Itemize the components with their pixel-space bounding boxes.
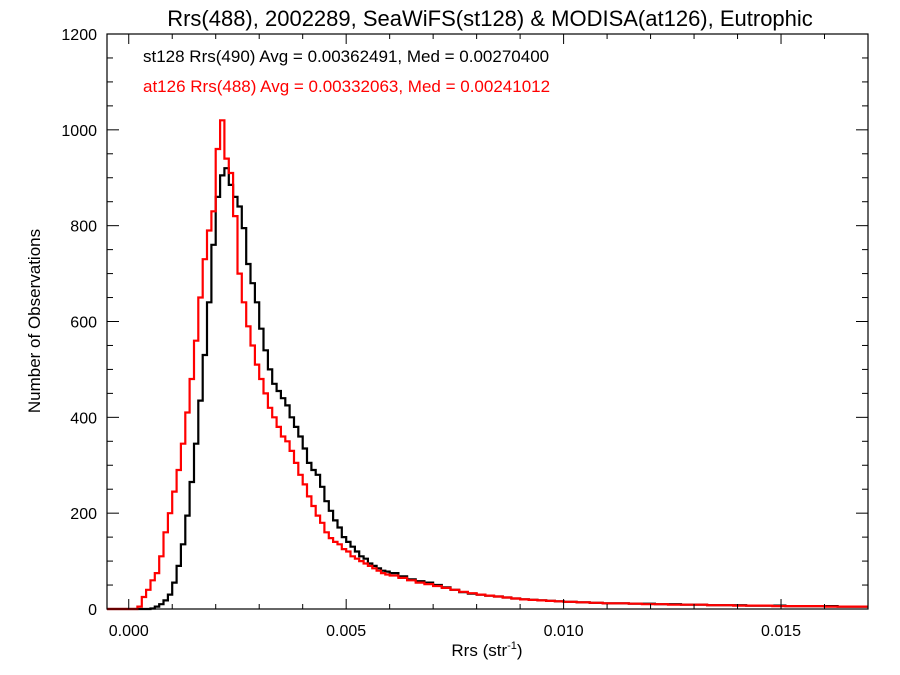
x-tick-label: 0.010	[544, 623, 584, 640]
y-axis: 0 200 400 600 800 1000 1200	[61, 27, 868, 619]
y-tick-label: 600	[70, 315, 97, 332]
y-tick-label: 200	[70, 506, 97, 523]
chart-title: Rrs(488), 2002289, SeaWiFS(st128) & MODI…	[167, 6, 813, 31]
y-tick-label: 0	[88, 602, 97, 619]
series-line-at126	[107, 119, 868, 611]
x-tick-label: 0.015	[761, 623, 801, 640]
y-tick-label: 1200	[61, 27, 97, 44]
x-axis-label-sup: -1	[507, 640, 517, 652]
legend-entry-st128: st128 Rrs(490) Avg = 0.00362491, Med = 0…	[143, 47, 549, 66]
y-tick-label: 800	[70, 219, 97, 236]
y-tick-label: 1000	[61, 123, 97, 140]
x-axis: 0.000 0.005 0.010 0.015	[109, 34, 826, 640]
x-axis-label-main: Rrs (str	[451, 641, 507, 660]
x-tick-label: 0.005	[326, 623, 366, 640]
x-axis-label: Rrs (str-1)	[451, 640, 522, 660]
legend-entry-at126: at126 Rrs(488) Avg = 0.00332063, Med = 0…	[143, 77, 550, 96]
series-line-st128	[107, 167, 868, 611]
y-tick-label: 400	[70, 410, 97, 427]
plot-series	[107, 119, 868, 611]
x-tick-label: 0.000	[109, 623, 149, 640]
x-axis-label-suffix: )	[517, 641, 523, 660]
y-axis-label: Number of Observations	[25, 229, 44, 413]
